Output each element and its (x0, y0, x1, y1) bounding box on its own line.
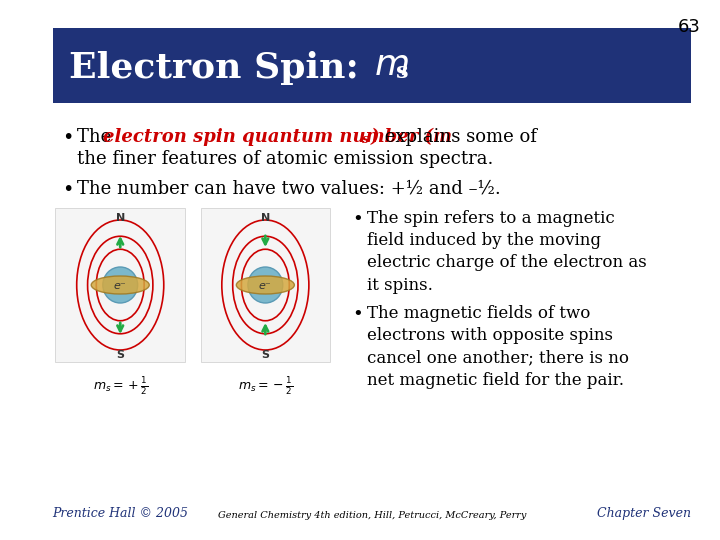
Text: The: The (77, 128, 117, 146)
Text: s: s (396, 61, 408, 83)
Text: •: • (62, 180, 73, 199)
Text: e⁻: e⁻ (114, 281, 127, 291)
FancyBboxPatch shape (201, 208, 330, 362)
Text: $m_s = +\frac{1}{2}$: $m_s = +\frac{1}{2}$ (93, 375, 148, 397)
Text: •: • (62, 128, 73, 147)
Text: 63: 63 (678, 18, 701, 36)
Text: S: S (116, 350, 125, 360)
Ellipse shape (236, 276, 294, 294)
Ellipse shape (91, 276, 149, 294)
Text: Chapter Seven: Chapter Seven (597, 507, 691, 520)
Circle shape (103, 267, 138, 303)
FancyBboxPatch shape (53, 28, 691, 103)
Text: ): ) (371, 128, 379, 146)
Text: The number can have two values: +½ and –½.: The number can have two values: +½ and –… (77, 180, 500, 198)
Text: N: N (261, 213, 270, 223)
Text: The magnetic fields of two
electrons with opposite spins
cancel one another; the: The magnetic fields of two electrons wit… (367, 305, 629, 389)
Text: General Chemistry 4th edition, Hill, Petrucci, McCreary, Perry: General Chemistry 4th edition, Hill, Pet… (217, 511, 526, 520)
Text: $m$: $m$ (374, 48, 408, 82)
Text: $m_s = -\frac{1}{2}$: $m_s = -\frac{1}{2}$ (238, 375, 293, 397)
Text: The spin refers to a magnetic
field induced by the moving
electric charge of the: The spin refers to a magnetic field indu… (367, 210, 647, 294)
Text: explains some of: explains some of (379, 128, 537, 146)
Text: •: • (352, 210, 363, 228)
Text: N: N (116, 213, 125, 223)
FancyBboxPatch shape (55, 208, 185, 362)
Text: e⁻: e⁻ (259, 281, 271, 291)
Text: electron spin quantum number (m: electron spin quantum number (m (103, 128, 452, 146)
Circle shape (248, 267, 283, 303)
Text: Electron Spin:: Electron Spin: (69, 51, 372, 85)
Text: S: S (261, 350, 269, 360)
Text: the finer features of atomic emission spectra.: the finer features of atomic emission sp… (77, 150, 493, 168)
Text: •: • (352, 305, 363, 323)
Text: s: s (362, 133, 369, 146)
Text: Prentice Hall © 2005: Prentice Hall © 2005 (53, 507, 189, 520)
